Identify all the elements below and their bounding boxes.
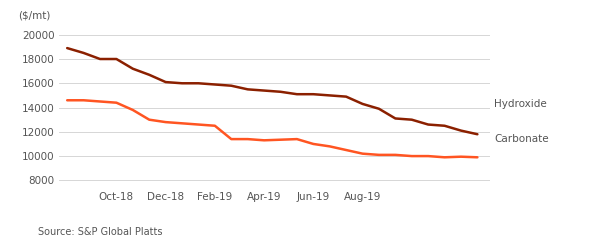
Text: ($/mt): ($/mt) — [18, 11, 51, 21]
Text: Carbonate: Carbonate — [494, 134, 549, 144]
Text: Hydroxide: Hydroxide — [494, 99, 547, 109]
Text: Source: S&P Global Platts: Source: S&P Global Platts — [38, 227, 163, 237]
